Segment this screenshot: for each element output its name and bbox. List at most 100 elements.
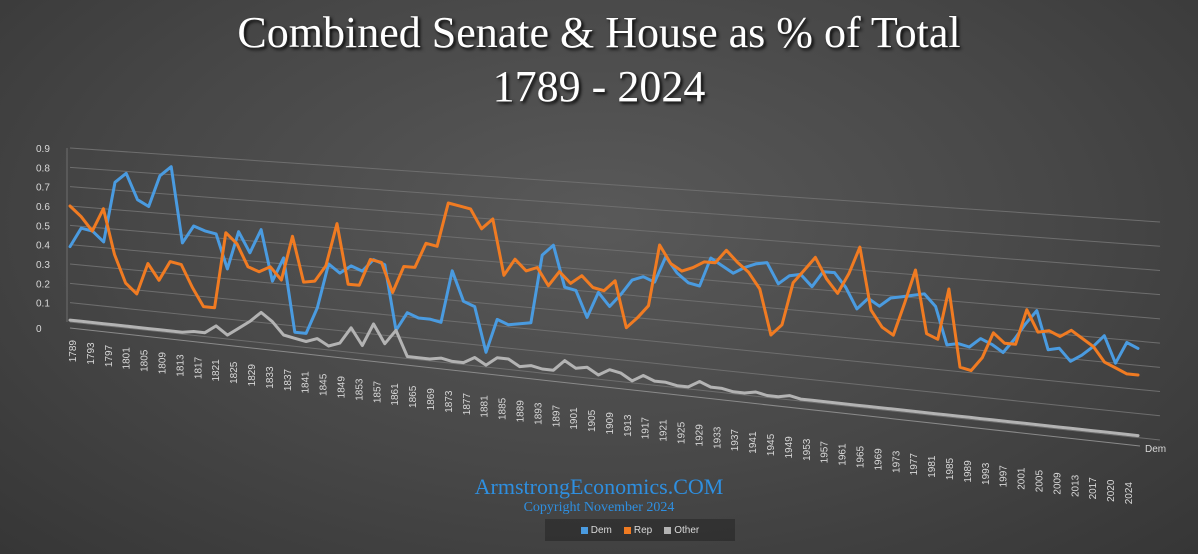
x-tick-label: 1889: [515, 400, 526, 423]
y-tick-label: 0.2: [36, 279, 50, 290]
x-tick-label: 1873: [444, 390, 455, 413]
x-tick-label: 1957: [820, 441, 831, 464]
x-tick-label: 1813: [175, 354, 186, 377]
x-tick-label: 1893: [533, 402, 544, 425]
x-tick-label: 1789: [68, 340, 79, 363]
gridline-y: [69, 302, 1161, 417]
x-tick-label: 1853: [354, 378, 365, 401]
x-tick-label: 2001: [1017, 467, 1028, 490]
series-line-dem: [68, 165, 1140, 365]
y-tick-label: 0: [36, 324, 42, 335]
legend-item-rep: Rep: [623, 524, 653, 536]
legend-label: Rep: [633, 524, 653, 536]
y-tick-label: 0.3: [36, 260, 50, 271]
x-tick-label: 1909: [605, 412, 616, 435]
x-tick-label: 1821: [211, 359, 222, 382]
x-tick-label: 1913: [623, 414, 634, 437]
x-tick-label: 1921: [659, 419, 670, 442]
gridline-y: [69, 224, 1161, 320]
x-tick-label: 1897: [551, 405, 562, 428]
legend-item-dem: Dem: [580, 524, 612, 536]
floor-front-edge: [69, 327, 1141, 447]
x-tick-label: 1945: [766, 433, 777, 456]
x-tick-label: 2024: [1124, 482, 1135, 505]
x-tick-label: 1805: [140, 349, 151, 372]
x-tick-label: 1877: [462, 393, 473, 416]
x-tick-label: 1925: [677, 421, 688, 444]
x-tick-label: 2009: [1052, 472, 1063, 495]
x-tick-label: 1797: [104, 344, 115, 367]
x-tick-label: 1937: [730, 429, 741, 452]
x-tick-label: 1825: [229, 361, 240, 384]
x-tick-label: 1869: [426, 388, 437, 411]
x-tick-label: 1953: [802, 438, 813, 461]
x-tick-label: 2005: [1035, 470, 1046, 493]
x-tick-label: 1793: [86, 342, 97, 365]
x-tick-label: 1965: [856, 445, 867, 468]
x-tick-label: 1961: [838, 443, 849, 466]
x-tick-label: 1989: [963, 460, 974, 483]
x-tick-label: 1861: [390, 383, 401, 406]
x-tick-label: 1949: [784, 436, 795, 459]
x-tick-label: 1941: [748, 431, 759, 454]
x-tick-label: 1917: [641, 417, 652, 440]
gridline-y: [69, 244, 1161, 344]
x-tick-label: 1833: [265, 366, 276, 389]
x-tick-label: 1801: [122, 347, 133, 370]
x-tick-label: 1865: [408, 385, 419, 408]
legend-swatch: [580, 526, 588, 534]
x-tick-label: 1901: [569, 407, 580, 430]
watermark-site: ArmstrongEconomics.COM: [474, 474, 724, 499]
x-tick-label: 1837: [283, 368, 294, 391]
x-tick-label: 1845: [319, 373, 330, 396]
x-tick-label: 1881: [480, 395, 491, 418]
x-tick-label: 1969: [873, 448, 884, 471]
x-tick-label: 1933: [712, 426, 723, 449]
legend-label: Other: [674, 524, 700, 536]
chart-title: Combined Senate & House as % of Total: [237, 8, 961, 57]
series-line-other: [68, 310, 1140, 438]
x-tick-label: 1809: [157, 352, 168, 375]
x-tick-label: 1857: [372, 380, 383, 403]
x-tick-label: 1977: [909, 453, 920, 476]
x-tick-label: 1997: [999, 465, 1010, 488]
y-tick-label: 0.8: [36, 163, 50, 174]
legend-swatch: [664, 526, 672, 534]
gridline-y: [69, 282, 1161, 393]
y-tick-label: 0.9: [36, 144, 50, 155]
gridline-y: [69, 186, 1161, 271]
x-tick-label: 1929: [694, 424, 705, 447]
gridline-y: [69, 166, 1161, 247]
chart-subtitle: 1789 - 2024: [492, 62, 706, 111]
y-tick-label: 0.5: [36, 221, 50, 232]
y-tick-label: 0.4: [36, 241, 50, 252]
legend-swatch: [623, 526, 631, 534]
gridline-y: [69, 205, 1161, 296]
y-tick-label: 0.7: [36, 183, 50, 194]
x-tick-label: 2013: [1070, 474, 1081, 497]
x-tick-label: 1981: [927, 455, 938, 478]
x-tick-label: 1885: [498, 397, 509, 420]
watermark-copyright: Copyright November 2024: [523, 500, 675, 515]
gridline-y: [69, 263, 1161, 368]
chart-legend: Dem Rep Other: [545, 519, 735, 541]
x-tick-label: 1993: [981, 462, 992, 485]
gridline-y: [69, 147, 1161, 223]
x-tick-label: 1973: [891, 450, 902, 473]
x-tick-label: 1905: [587, 409, 598, 432]
y-tick-label: 0.1: [36, 299, 50, 310]
y-tick-label: 0.6: [36, 202, 50, 213]
legend-item-other: Other: [664, 525, 699, 536]
depth-axis-label: Dem: [1145, 444, 1166, 455]
x-tick-label: 1817: [193, 356, 204, 379]
x-tick-label: 2020: [1106, 479, 1117, 502]
legend-label: Dem: [590, 524, 612, 536]
series-line-rep: [68, 201, 1140, 377]
x-tick-label: 2017: [1088, 477, 1099, 500]
x-tick-label: 1985: [945, 457, 956, 480]
x-tick-label: 1841: [301, 371, 312, 394]
gridline-y: [69, 321, 1161, 441]
x-tick-label: 1849: [336, 376, 347, 399]
